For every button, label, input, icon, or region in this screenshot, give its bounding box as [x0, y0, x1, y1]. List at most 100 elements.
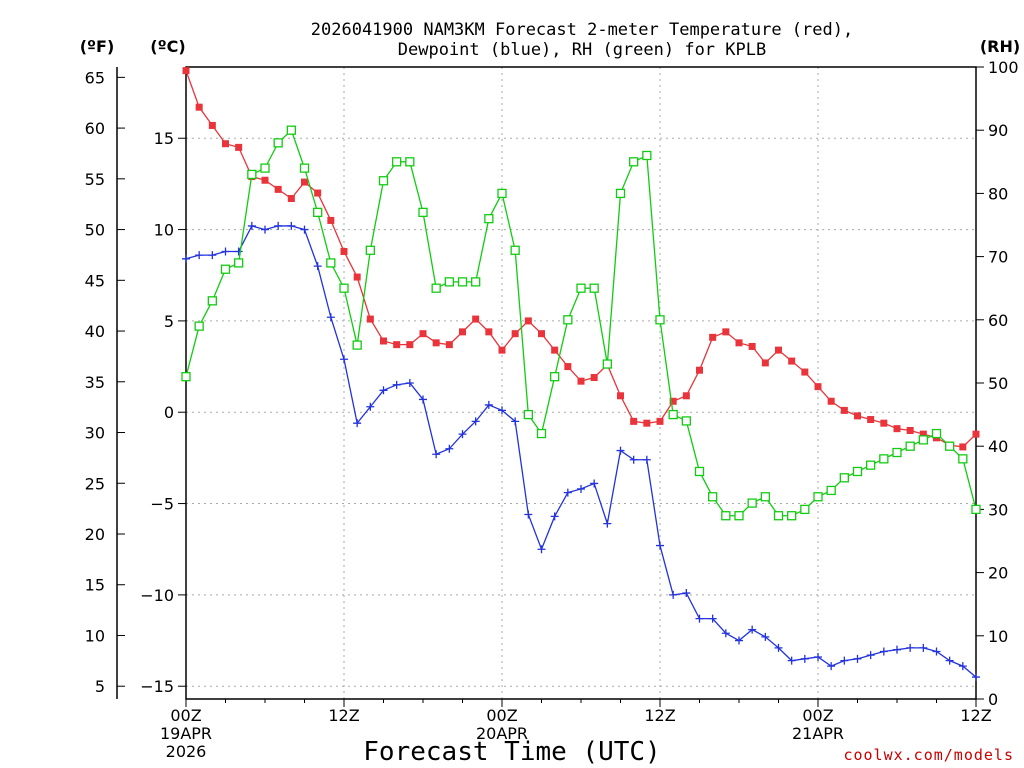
temperature-marker — [222, 140, 229, 148]
credit-text: coolwx.com/models — [843, 746, 1014, 764]
temperature-marker — [867, 416, 875, 424]
dewpoint-marker — [419, 395, 427, 404]
dewpoint-marker — [498, 406, 506, 415]
rh-tick-label: 20 — [988, 564, 1008, 583]
rh-marker — [536, 428, 547, 439]
temperature-marker — [445, 341, 453, 349]
temperature-marker — [630, 417, 638, 425]
rh-tick-label: 60 — [988, 311, 1008, 330]
x-tick-label: 21APR — [792, 724, 844, 743]
x-tick-label: 19APR — [160, 724, 212, 743]
fahrenheit-tick-label: 10 — [85, 626, 105, 645]
temperature-marker — [208, 121, 216, 129]
fahrenheit-unit-label: (ºF) — [80, 37, 115, 56]
fahrenheit-tick-label: 55 — [85, 170, 105, 189]
dewpoint-marker — [945, 656, 954, 665]
fahrenheit-tick-label: 40 — [85, 322, 105, 341]
chart-title-line1: 2026041900 NAM3KM Forecast 2-meter Tempe… — [311, 20, 853, 40]
rh-marker — [839, 473, 849, 483]
rh-marker — [273, 138, 283, 148]
dewpoint-marker — [524, 510, 533, 519]
rh-tick-label: 70 — [988, 248, 1008, 267]
rh-marker — [365, 245, 375, 255]
rh-tick-label: 90 — [988, 121, 1008, 140]
temperature-marker — [748, 342, 756, 350]
rh-marker — [615, 188, 626, 199]
rh-marker — [576, 283, 586, 293]
temperature-marker — [854, 412, 861, 420]
rh-marker — [471, 277, 481, 287]
dewpoint-marker — [629, 455, 638, 464]
temperature-marker — [261, 176, 269, 184]
temperature-marker — [380, 337, 387, 345]
dewpoint-marker — [432, 450, 441, 459]
rh-marker — [550, 372, 560, 382]
rh-marker — [194, 321, 204, 331]
temperature-marker — [827, 397, 835, 405]
temperature-marker — [880, 419, 888, 427]
temperature-marker — [722, 328, 730, 336]
rh-marker — [852, 466, 863, 477]
fahrenheit-tick-label: 25 — [85, 474, 105, 493]
rh-tick-label: 100 — [988, 58, 1019, 77]
dewpoint-marker — [919, 643, 928, 652]
temperature-marker — [274, 185, 282, 193]
celsius-tick-label: 10 — [154, 221, 174, 240]
rh-marker — [484, 214, 494, 224]
fahrenheit-tick-label: 60 — [85, 119, 105, 138]
temperature-marker — [696, 366, 703, 374]
rh-marker — [866, 460, 876, 470]
temperature-marker — [906, 426, 914, 434]
temperature-marker — [590, 374, 598, 382]
rh-marker — [760, 492, 770, 502]
fahrenheit-tick-label: 20 — [85, 525, 105, 544]
dewpoint-marker — [906, 643, 915, 652]
dewpoint-marker — [484, 400, 493, 409]
temperature-marker — [682, 392, 690, 400]
series-line — [185, 225, 977, 678]
dewpoint-marker — [445, 444, 454, 453]
x-tick-label: 20APR — [476, 724, 528, 743]
rh-tick-label: 50 — [988, 374, 1008, 393]
celsius-tick-label: 0 — [164, 403, 174, 422]
rh-marker — [892, 447, 902, 458]
temperature-marker — [393, 341, 401, 349]
fahrenheit-tick-label: 5 — [95, 677, 105, 696]
rh-marker — [668, 409, 678, 420]
rh-marker — [905, 441, 915, 451]
dewpoint-marker — [577, 484, 585, 493]
rh-marker — [563, 315, 573, 325]
x-tick-label: 2026 — [166, 742, 207, 761]
rh-marker — [378, 176, 389, 186]
fahrenheit-tick-label: 15 — [85, 576, 105, 595]
rh-marker — [313, 207, 323, 218]
dewpoint-marker — [366, 402, 375, 411]
rh-marker — [945, 441, 955, 451]
dewpoint-marker — [616, 446, 625, 455]
dewpoint-marker — [234, 247, 243, 256]
rh-marker — [299, 163, 310, 173]
x-tick-label: 00Z — [170, 706, 201, 725]
dewpoint-marker — [392, 380, 401, 389]
dewpoint-marker — [195, 251, 204, 260]
rh-marker — [734, 511, 744, 521]
x-tick-label: 12Z — [328, 706, 359, 725]
rh-marker — [286, 125, 296, 135]
temperature-marker — [893, 425, 901, 433]
dewpoint-marker — [182, 254, 190, 263]
temperature-marker — [340, 247, 348, 255]
rh-marker — [747, 498, 757, 508]
rh-marker — [392, 157, 402, 167]
temperature-marker — [972, 430, 980, 438]
dewpoint-marker — [853, 654, 862, 663]
dewpoint-marker — [550, 512, 559, 521]
rh-marker — [918, 435, 928, 445]
temperature-marker — [432, 339, 440, 347]
temperature-marker — [538, 330, 545, 338]
rh-marker — [655, 315, 665, 325]
temperature-marker — [656, 417, 664, 425]
dewpoint-marker — [787, 656, 796, 665]
temperature-marker — [709, 333, 717, 341]
dewpoint-marker — [656, 541, 664, 550]
rh-unit-label: (RH) — [980, 37, 1020, 56]
